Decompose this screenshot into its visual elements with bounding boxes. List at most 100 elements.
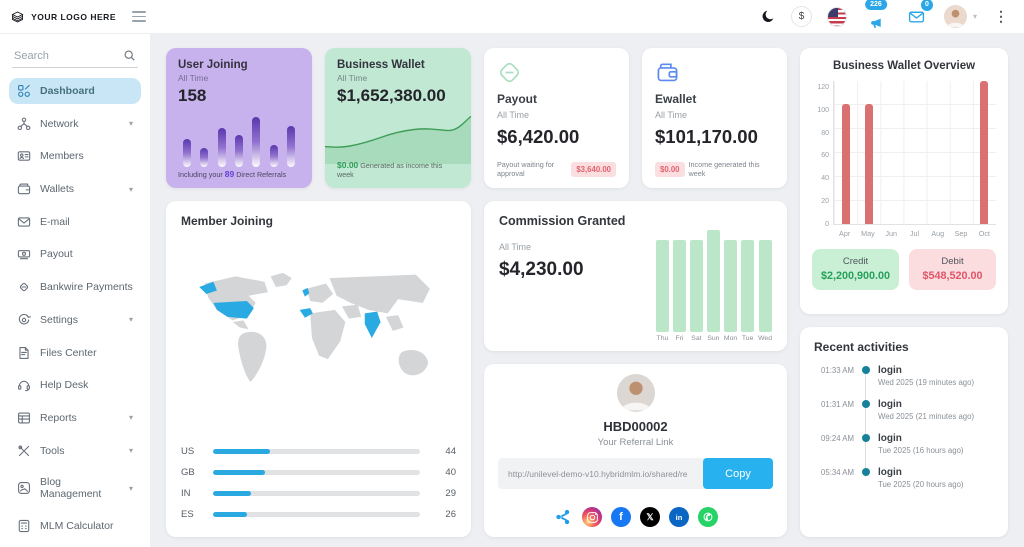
facebook-icon[interactable]: f bbox=[611, 507, 631, 527]
sidebar-item-blog-management[interactable]: Blog Management ▾ bbox=[9, 470, 141, 506]
payout-pending-badge: $3,640.00 bbox=[571, 161, 616, 177]
business-wallet-footer: $0.00 Generated as income this week bbox=[337, 160, 443, 179]
column-right: Business Wallet Overview 120 100 80 60 40 20 0… bbox=[800, 48, 1008, 537]
activity-body: login Tue 2025 (20 hours ago) bbox=[878, 467, 994, 489]
sidebar-item-files-center[interactable]: Files Center bbox=[9, 340, 141, 366]
credit-badge: Credit $2,200,900.00 bbox=[812, 249, 899, 290]
user-joining-value: 158 bbox=[178, 86, 207, 105]
activity-action: login bbox=[878, 433, 902, 444]
share-icon[interactable] bbox=[553, 507, 573, 527]
commission-bar bbox=[741, 240, 755, 332]
activity-dot bbox=[858, 399, 874, 421]
sidebar-item-tools[interactable]: Tools ▾ bbox=[9, 438, 141, 464]
country-progress-fill bbox=[213, 449, 270, 454]
user-joining-bar-chart bbox=[178, 106, 300, 169]
business-wallet-value: $1,652,380.00 bbox=[337, 86, 446, 105]
weekly-income-amount: $0.00 bbox=[337, 160, 359, 170]
more-options-menu-icon[interactable]: ⋮ bbox=[994, 8, 1008, 24]
x-tick-label: Sep bbox=[954, 229, 968, 238]
user-avatar[interactable] bbox=[943, 5, 967, 28]
chevron-down-icon: ▾ bbox=[128, 119, 133, 129]
sidebar-item-label: MLM Calculator bbox=[40, 519, 114, 532]
column-left: User Joining All Time 158 Including your… bbox=[166, 48, 471, 537]
dashboard-content: User Joining All Time 158 Including your… bbox=[150, 34, 1024, 547]
country-progress-fill bbox=[213, 491, 251, 496]
sidebar-item-label: Reports bbox=[40, 411, 77, 424]
sidebar-item-label: Members bbox=[40, 150, 84, 163]
country-row-in: IN 29 bbox=[181, 483, 456, 504]
language-flag-us-icon[interactable] bbox=[826, 6, 847, 27]
bar-chart-plot bbox=[833, 81, 996, 225]
dark-mode-toggle-moon-icon[interactable] bbox=[760, 9, 776, 25]
search-icon[interactable] bbox=[123, 49, 136, 62]
country-progress-track bbox=[213, 470, 420, 475]
linkedin-icon[interactable]: in bbox=[669, 507, 689, 527]
recent-activities-card: Recent activities 01:33 AM login Wed 2025 … bbox=[800, 327, 1008, 537]
activity-time: 01:33 AM bbox=[821, 366, 854, 375]
wallets-icon bbox=[17, 182, 31, 196]
blog-icon bbox=[17, 481, 31, 495]
world-map-chart[interactable] bbox=[181, 228, 456, 439]
activity-item: 09:24 AM login Tue 2025 (16 hours ago) bbox=[814, 433, 994, 455]
country-row-gb: GB 40 bbox=[181, 462, 456, 483]
currency-selector[interactable]: $ bbox=[790, 6, 812, 27]
instagram-icon[interactable] bbox=[582, 507, 602, 527]
sidebar-item-wallets[interactable]: Wallets ▾ bbox=[9, 176, 141, 202]
sidebar-item-reports[interactable]: Reports ▾ bbox=[9, 405, 141, 431]
commission-info: Commission Granted All Time $4,230.00 bbox=[499, 214, 646, 342]
card-subtitle: All Time bbox=[497, 110, 530, 120]
activity-action: login bbox=[878, 467, 902, 478]
sidebar-item-label: Bankwire Payments bbox=[40, 281, 133, 294]
commission-bar-label: Wed bbox=[758, 335, 772, 342]
hamburger-menu-icon[interactable] bbox=[128, 7, 150, 26]
country-progress-track bbox=[213, 491, 420, 496]
commission-bar-label: Fri bbox=[675, 335, 684, 342]
notifications-button[interactable]: 226 bbox=[862, 0, 890, 30]
sidebar-item-settings[interactable]: Settings ▾ bbox=[9, 307, 141, 333]
chevron-down-icon: ▾ bbox=[128, 315, 133, 325]
mail-icon bbox=[909, 11, 925, 23]
spark-bar bbox=[217, 128, 226, 167]
sidebar-nav: Dashboard Network ▾ Members Wallets ▾ E-mail Pa… bbox=[9, 78, 141, 539]
country-value: 44 bbox=[445, 446, 456, 457]
sidebar-item-label: Dashboard bbox=[40, 85, 95, 97]
commission-bar-group: Sat bbox=[689, 240, 703, 342]
commission-value: $4,230.00 bbox=[499, 259, 584, 280]
referral-user-id: HBD00002 bbox=[603, 419, 668, 434]
search-input[interactable] bbox=[14, 49, 123, 62]
social-share-row: f 𝕏 in ✆ bbox=[553, 498, 718, 527]
activity-time: 05:34 AM bbox=[821, 468, 854, 477]
sidebar-item-network[interactable]: Network ▾ bbox=[9, 111, 141, 137]
avatar-chevron-down-icon[interactable]: ▾ bbox=[972, 12, 977, 21]
currency-symbol: $ bbox=[798, 11, 805, 22]
sidebar-item-e-mail[interactable]: E-mail bbox=[9, 209, 141, 235]
world-map[interactable] bbox=[187, 232, 451, 437]
spark-bar bbox=[234, 135, 243, 167]
logo-icon bbox=[11, 10, 24, 23]
x-tick-label: Oct bbox=[978, 229, 990, 238]
sidebar-item-members[interactable]: Members bbox=[9, 143, 141, 169]
sidebar-item-payout[interactable]: Payout bbox=[9, 241, 141, 267]
network-icon bbox=[17, 117, 31, 131]
sidebar-item-bankwire-payments[interactable]: Bankwire Payments bbox=[9, 274, 141, 300]
commission-bar-label: Thu bbox=[656, 335, 669, 342]
member-joining-card: Member Joining bbox=[166, 201, 471, 537]
activity-body: login Wed 2025 (21 minutes ago) bbox=[878, 399, 994, 421]
timeline-dot bbox=[862, 468, 870, 476]
messages-button[interactable]: 0 bbox=[905, 0, 933, 29]
spark-bar bbox=[200, 148, 209, 167]
sidebar-item-mlm-calculator[interactable]: MLM Calculator bbox=[9, 513, 141, 539]
ewallet-wallet-icon bbox=[655, 60, 774, 86]
copy-button[interactable]: Copy bbox=[703, 458, 773, 489]
activity-action: login bbox=[878, 365, 902, 376]
x-twitter-icon[interactable]: 𝕏 bbox=[640, 507, 660, 527]
whatsapp-icon[interactable]: ✆ bbox=[698, 507, 718, 527]
timeline-dot bbox=[862, 366, 870, 374]
payout-card: Payout All Time $6,420.00 Payout waiting… bbox=[484, 48, 629, 188]
sidebar-item-dashboard[interactable]: Dashboard bbox=[9, 78, 141, 104]
email-icon bbox=[17, 215, 31, 229]
country-code: US bbox=[181, 446, 195, 457]
sidebar-item-help-desk[interactable]: Help Desk bbox=[9, 372, 141, 398]
card-title: Recent activities bbox=[814, 340, 909, 354]
sidebar-item-label: Settings bbox=[40, 313, 78, 326]
